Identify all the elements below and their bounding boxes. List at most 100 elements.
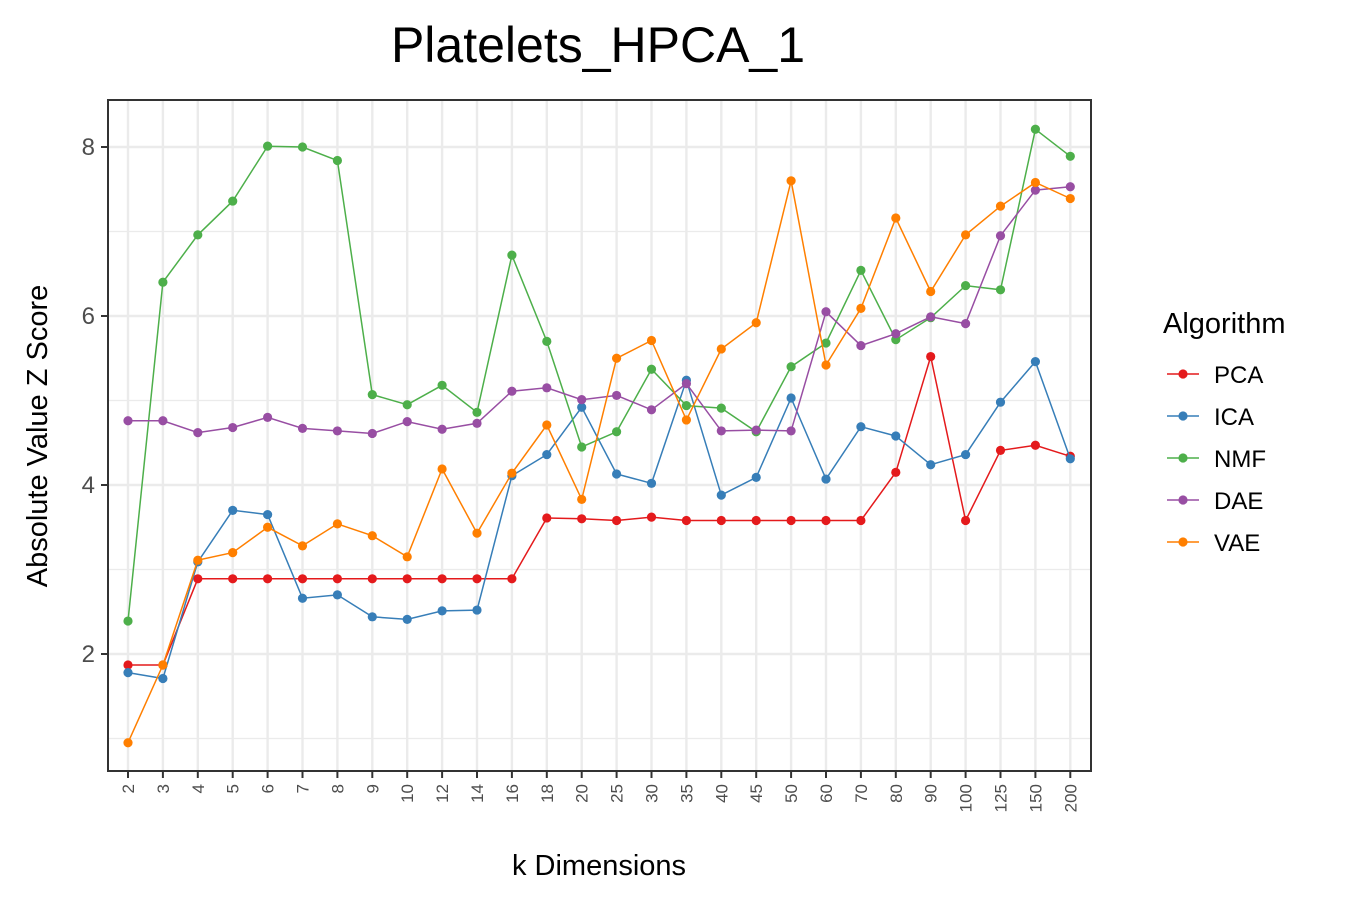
data-point-nmf (716, 403, 726, 413)
data-point-nmf (228, 196, 238, 206)
x-tick-label: 10 (398, 784, 417, 803)
data-point-nmf (472, 407, 482, 417)
x-tick-label: 100 (957, 784, 976, 812)
x-tick-label: 6 (259, 784, 278, 793)
data-point-dae (297, 423, 308, 433)
data-point-nmf (681, 400, 692, 411)
data-point-dae (926, 312, 936, 322)
legend-key-point-pca (1178, 369, 1188, 379)
data-point-nmf (263, 141, 273, 151)
data-point-ica (891, 431, 901, 441)
data-point-nmf (961, 280, 971, 291)
x-tick-label: 60 (817, 784, 836, 803)
data-point-pca (542, 513, 552, 523)
data-point-vae (751, 318, 761, 328)
data-point-dae (891, 329, 901, 339)
legend-label-vae: VAE (1214, 530, 1260, 557)
y-axis-title: Absolute Value Z Score (22, 285, 54, 588)
data-point-pca (367, 574, 377, 584)
data-point-vae (995, 201, 1006, 211)
data-point-ica (472, 605, 482, 615)
data-point-nmf (1065, 151, 1075, 161)
data-point-pca (786, 515, 796, 526)
x-tick-label: 35 (677, 784, 696, 803)
x-tick-label: 50 (782, 784, 801, 803)
data-point-nmf (507, 250, 517, 260)
data-point-ica (751, 472, 761, 482)
data-point-pca (891, 467, 901, 477)
data-point-nmf (786, 362, 796, 372)
data-point-vae (1030, 177, 1040, 188)
data-point-nmf (158, 277, 168, 287)
data-point-vae (158, 660, 168, 670)
data-point-pca (681, 515, 692, 526)
legend-label-dae: DAE (1214, 488, 1263, 515)
y-axis: 2 4 6 8 (82, 134, 108, 668)
x-tick-label: 70 (852, 784, 871, 803)
data-point-dae (507, 386, 517, 396)
data-point-vae (786, 176, 796, 186)
series-layer (123, 124, 1075, 748)
data-point-pca (193, 574, 203, 584)
data-point-vae (612, 353, 622, 363)
grid-minor (108, 230, 1091, 740)
data-point-ica (542, 449, 552, 460)
data-point-dae (193, 428, 203, 438)
data-point-pca (856, 515, 866, 526)
data-point-pca (577, 514, 587, 524)
data-point-ica (158, 673, 168, 684)
data-point-vae (402, 552, 412, 562)
data-point-nmf (193, 230, 203, 240)
x-tick-label: 150 (1026, 784, 1045, 812)
data-point-vae (367, 531, 377, 541)
data-point-ica (402, 614, 412, 624)
data-point-pca (926, 351, 936, 362)
x-tick-label: 45 (747, 784, 766, 803)
data-point-nmf (402, 400, 412, 410)
data-point-pca (297, 574, 308, 584)
data-point-ica (367, 612, 377, 622)
legend-label-pca: PCA (1214, 362, 1263, 389)
x-tick-label: 8 (328, 784, 347, 793)
data-point-dae (821, 307, 831, 317)
data-point-dae (786, 426, 796, 436)
data-point-dae (472, 418, 482, 428)
series-line-vae (127, 180, 1071, 744)
data-point-ica (577, 402, 587, 412)
grid-major (108, 100, 1091, 771)
data-point-vae (507, 468, 517, 478)
data-point-dae (1030, 185, 1040, 195)
x-tick-label: 90 (922, 784, 941, 803)
series-line-pca (128, 356, 1071, 666)
data-point-pca (716, 515, 726, 526)
x-tick-label: 200 (1061, 784, 1080, 812)
data-point-ica (123, 667, 133, 678)
data-point-pca (995, 445, 1006, 455)
data-point-vae (228, 548, 238, 558)
data-point-ica (332, 590, 342, 600)
data-point-dae (228, 422, 238, 433)
data-point-vae (542, 420, 552, 430)
data-point-nmf (332, 155, 342, 166)
data-point-ica (297, 593, 308, 603)
data-point-pca (646, 512, 657, 522)
data-point-dae (856, 340, 866, 351)
data-point-ica (612, 469, 622, 479)
data-point-ica (1030, 357, 1040, 367)
x-tick-label: 2 (119, 784, 138, 793)
data-point-pca (402, 574, 412, 584)
data-point-nmf (612, 427, 622, 437)
data-point-vae (716, 344, 726, 354)
x-tick-label: 14 (468, 784, 487, 803)
chart-title: Platelets_HPCA_1 (391, 17, 805, 73)
x-tick-label: 125 (992, 784, 1011, 812)
data-point-nmf (1030, 124, 1040, 134)
data-point-vae (961, 230, 971, 240)
data-point-dae (577, 395, 587, 405)
data-point-vae (472, 528, 482, 538)
x-tick-label: 18 (538, 784, 557, 803)
data-point-dae (681, 379, 692, 389)
data-point-nmf (856, 265, 866, 275)
legend-label-ica: ICA (1214, 404, 1254, 431)
data-point-vae (332, 519, 342, 529)
